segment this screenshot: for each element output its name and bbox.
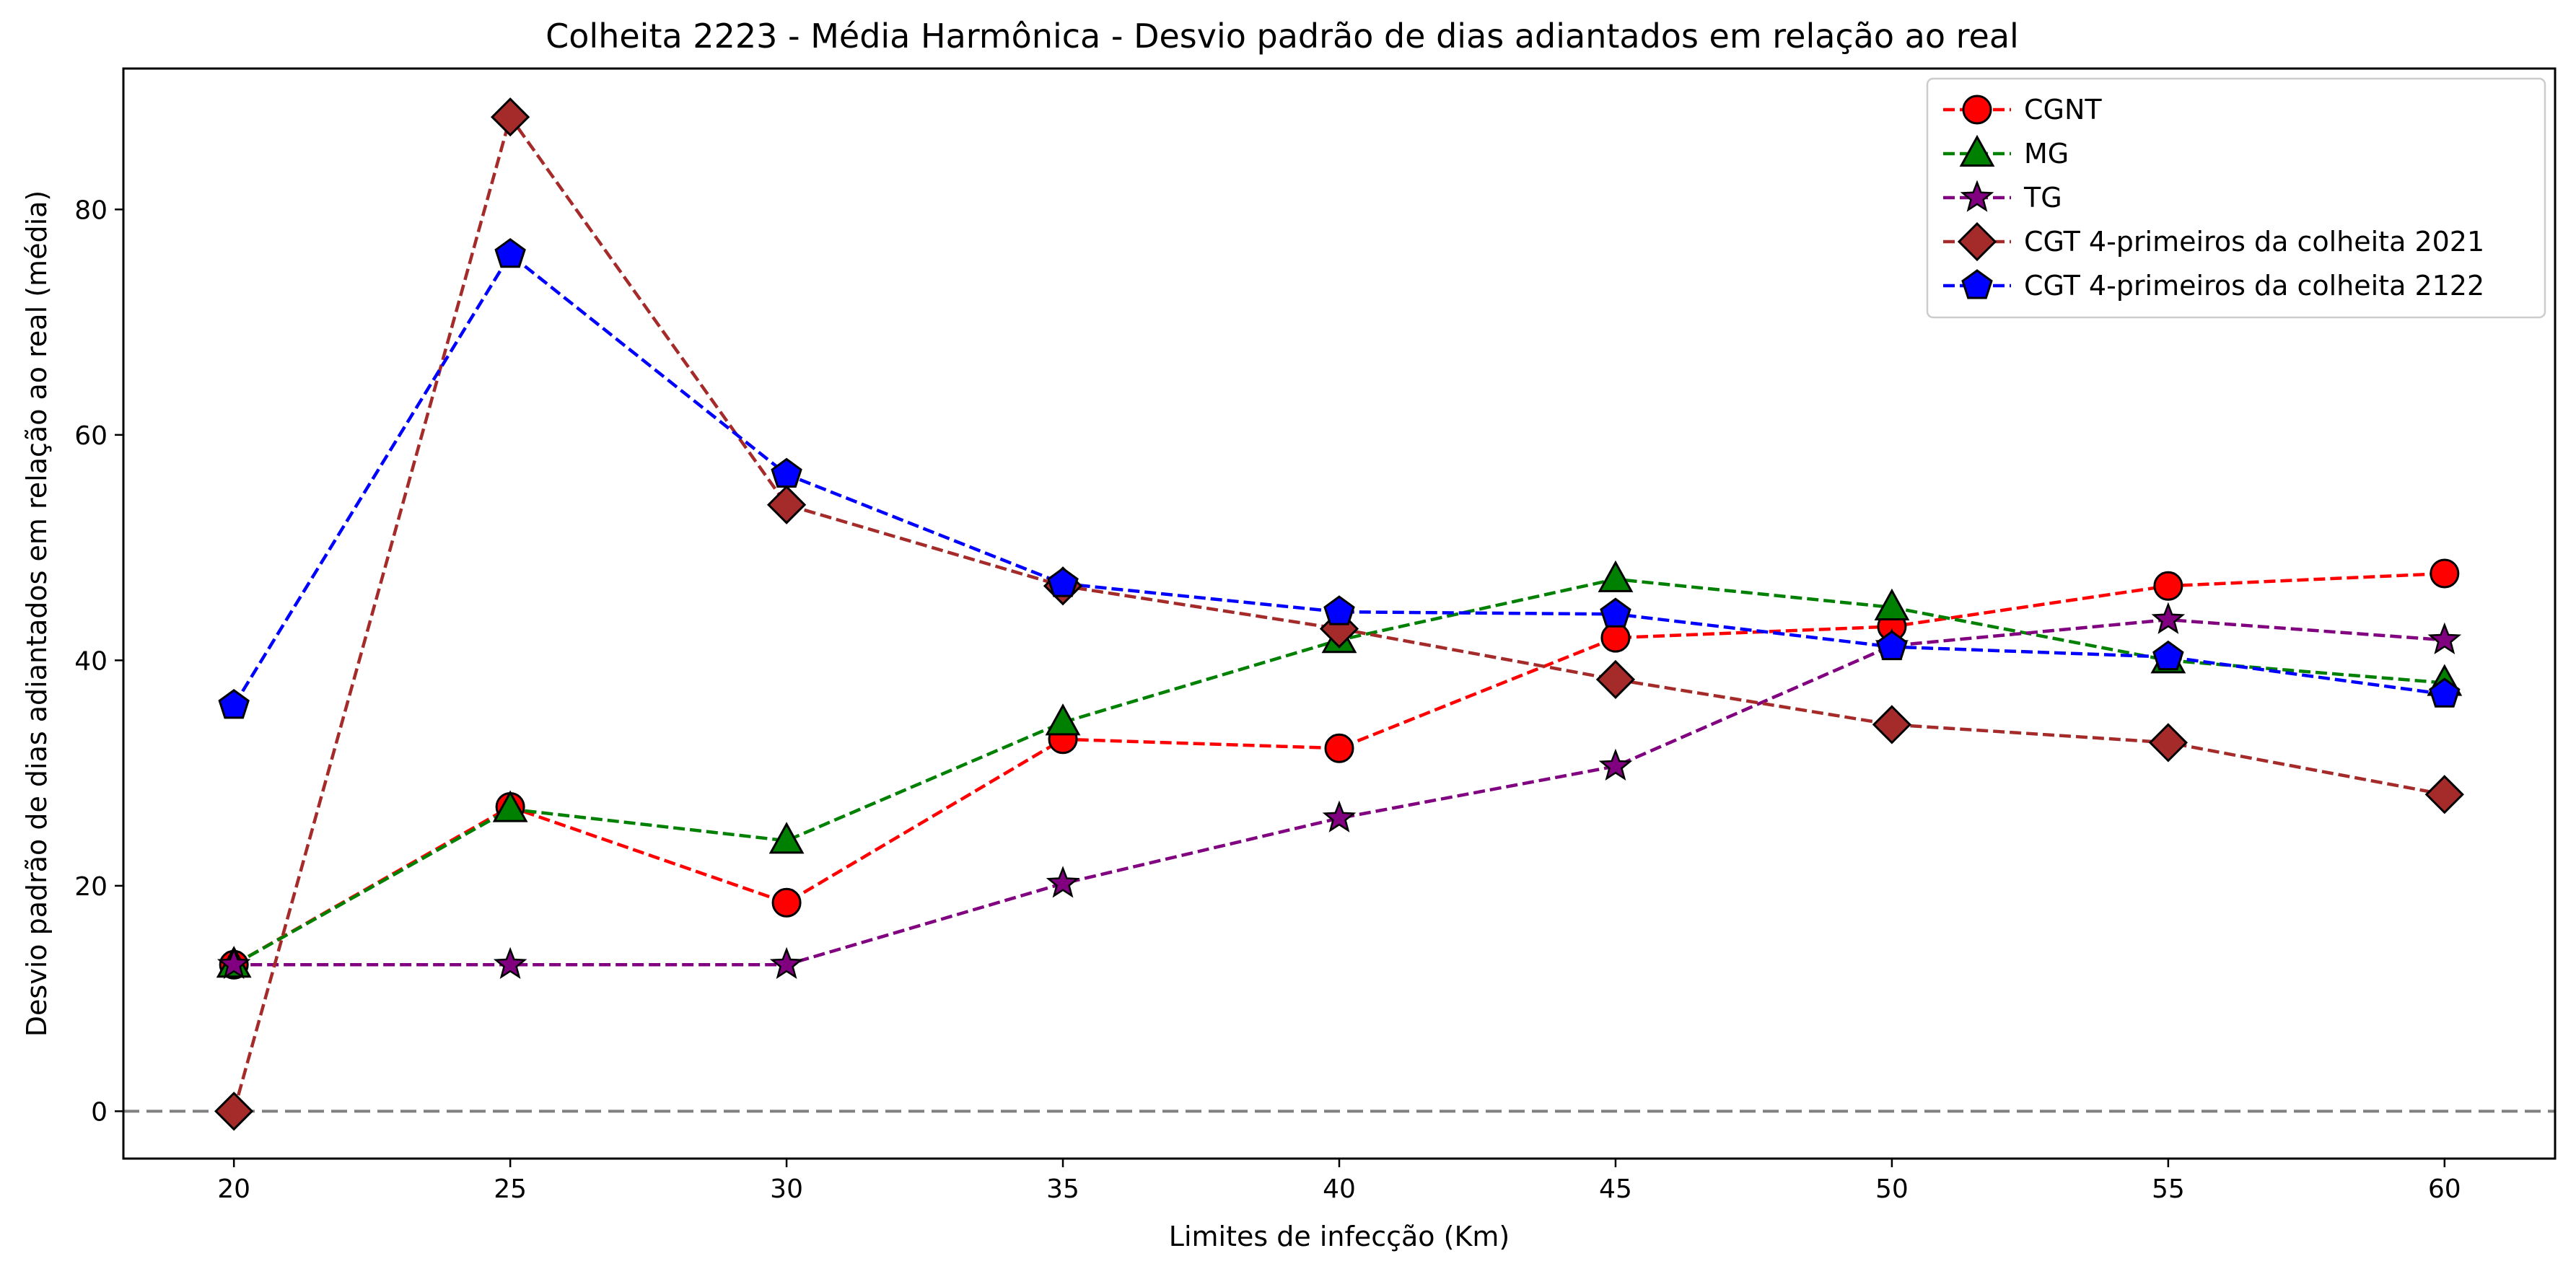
series-3-point bbox=[493, 946, 527, 980]
series-3-point bbox=[2427, 622, 2462, 655]
series-4-point bbox=[214, 1091, 254, 1131]
y-tick-label: 80 bbox=[74, 196, 108, 225]
series-5-point bbox=[1600, 597, 1631, 628]
series-5-point bbox=[1047, 567, 1079, 597]
y-axis-label: Desvio padrão de dias adiantados em rela… bbox=[21, 190, 53, 1037]
series-4-point bbox=[766, 485, 807, 524]
x-tick-label: 45 bbox=[1599, 1174, 1632, 1204]
series-5-point bbox=[1323, 595, 1355, 625]
legend-label: MG bbox=[2024, 138, 2069, 170]
series-2-point bbox=[1874, 588, 1910, 620]
series-5-point bbox=[1876, 630, 1908, 661]
x-tick-label: 20 bbox=[217, 1174, 250, 1204]
series-1-point bbox=[2153, 571, 2183, 601]
series-3-point bbox=[1046, 866, 1080, 898]
x-tick-label: 25 bbox=[494, 1174, 527, 1204]
series-2-point bbox=[492, 790, 528, 822]
x-tick-label: 30 bbox=[770, 1174, 803, 1204]
series-5-point bbox=[771, 457, 802, 488]
series-5-point bbox=[2152, 640, 2184, 671]
series-4-point bbox=[1595, 659, 1636, 700]
legend-marker bbox=[1961, 269, 1993, 299]
chart-title: Colheita 2223 - Média Harmônica - Desvio… bbox=[546, 17, 2019, 56]
x-tick-label: 40 bbox=[1323, 1174, 1356, 1204]
x-tick-label: 35 bbox=[1046, 1174, 1079, 1204]
series-4-point bbox=[491, 97, 530, 137]
series-1-point bbox=[1324, 733, 1354, 763]
series-3-point bbox=[1598, 748, 1633, 781]
y-tick-label: 0 bbox=[91, 1097, 108, 1127]
legend-label: CGT 4-primeiros da colheita 2122 bbox=[2024, 270, 2484, 302]
legend-box bbox=[1926, 77, 2546, 319]
y-tick-label: 20 bbox=[74, 872, 108, 902]
series-1-point bbox=[771, 887, 802, 918]
series-3-line bbox=[234, 618, 2445, 967]
x-axis-label: Limites de infecção (Km) bbox=[1169, 1221, 1510, 1252]
axes: 20 25 30 35 40 45 50 55 60 0 20 40 60 80 bbox=[74, 196, 2461, 1204]
y-tick-label: 60 bbox=[74, 421, 108, 451]
x-tick-label: 50 bbox=[1875, 1174, 1909, 1204]
legend-label: TG bbox=[2023, 182, 2062, 214]
series-3-point bbox=[2151, 602, 2186, 634]
series-1-line bbox=[233, 571, 2445, 967]
x-tick-label: 55 bbox=[2152, 1174, 2185, 1204]
legend-marker bbox=[1962, 95, 1992, 125]
legend: CGNT MG TG CGT 4-primeiros da colheita 2021… bbox=[1926, 77, 2546, 319]
series-2-point bbox=[768, 822, 805, 854]
series-5-point bbox=[494, 237, 526, 268]
series-4-point bbox=[1872, 705, 1912, 744]
series-2-point bbox=[1598, 560, 1634, 592]
series-3-point bbox=[1322, 800, 1357, 833]
legend-marker bbox=[1959, 134, 1995, 167]
series-1-point bbox=[1600, 623, 1631, 653]
series-4-point bbox=[2424, 775, 2464, 814]
plot-area bbox=[123, 97, 2555, 1131]
legend-label: CGT 4-primeiros da colheita 2021 bbox=[2024, 226, 2484, 258]
series-5-point bbox=[218, 688, 250, 719]
series-5-line bbox=[232, 252, 2445, 707]
y-tick-label: 40 bbox=[74, 646, 108, 676]
series-2-point bbox=[1045, 703, 1081, 736]
series-5-point bbox=[2429, 677, 2461, 708]
series-1-point bbox=[2430, 558, 2460, 589]
series-4-point bbox=[2148, 723, 2188, 763]
legend-marker bbox=[1957, 221, 1997, 262]
legend-label: CGNT bbox=[2024, 94, 2102, 126]
legend-marker bbox=[1960, 180, 1994, 212]
series-3-point bbox=[769, 946, 804, 980]
series-3-point bbox=[216, 946, 251, 980]
x-tick-label: 60 bbox=[2428, 1174, 2461, 1204]
